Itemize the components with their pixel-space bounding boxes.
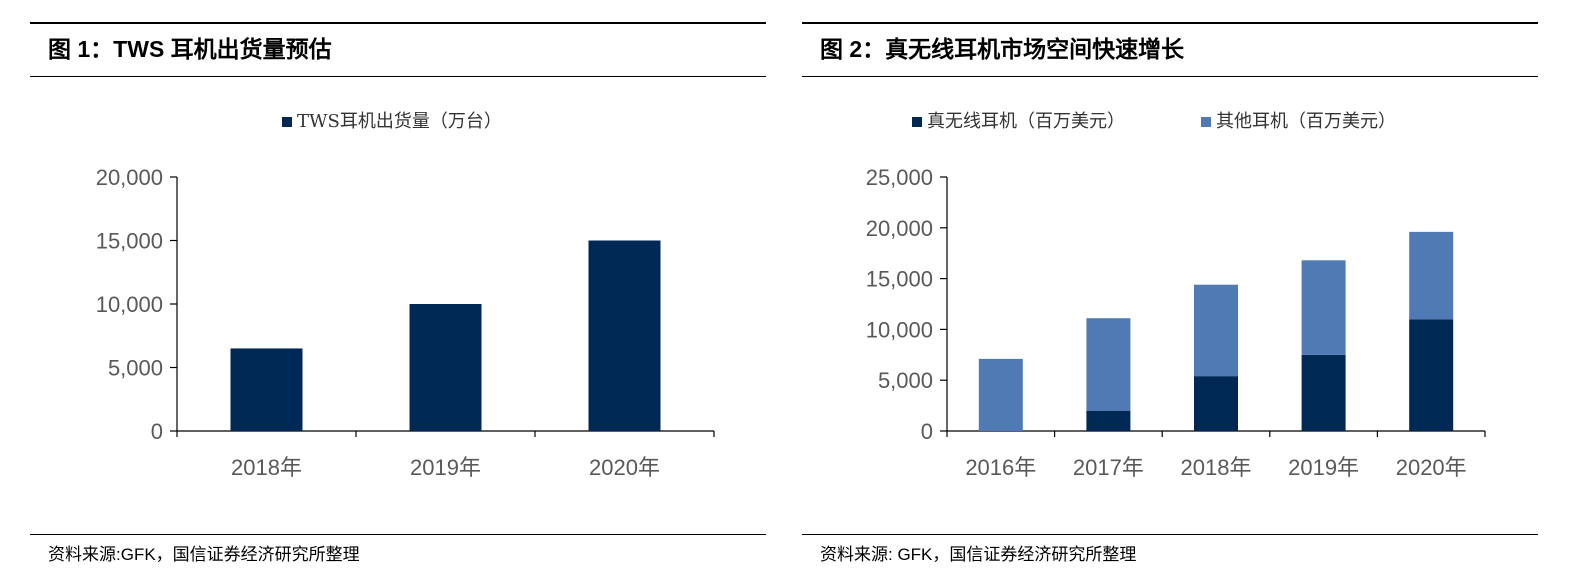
figure-2-title: 图 2：真无线耳机市场空间快速增长 [820, 36, 1185, 62]
bar [1194, 284, 1238, 377]
bar [1409, 231, 1454, 320]
y-tick-label: 10,000 [96, 292, 163, 317]
figure-1-title: 图 1：TWS 耳机出货量预估 [48, 36, 332, 62]
y-tick-label: 10,000 [866, 317, 933, 342]
legend-label: TWS耳机出货量（万台） [297, 111, 502, 132]
figure-2-chart: 真无线耳机（百万美元） 其他耳机（百万美元） 0 5,000 10,000 15,000 2… [866, 111, 1486, 480]
legend-swatch [1201, 117, 1211, 127]
y-tick-label: 5,000 [108, 356, 163, 381]
x-tick-label: 2020年 [1396, 455, 1467, 480]
source-rule [30, 534, 766, 535]
legend-item: 其他耳机（百万美元） [1201, 111, 1396, 132]
title-rule [30, 76, 766, 77]
legend-swatch [912, 117, 922, 127]
figure-1-panel: 图 1：TWS 耳机出货量预估 TWS耳机出货量（万台） 0 5,000 10,000… [30, 0, 766, 577]
bar [978, 358, 1023, 431]
legend-label: 其他耳机（百万美元） [1216, 111, 1396, 132]
bar [1086, 410, 1131, 431]
top-rule [30, 22, 766, 24]
bar [1301, 354, 1346, 431]
y-tick-label: 15,000 [96, 229, 163, 254]
x-tick-label: 2017年 [1073, 455, 1144, 480]
bar [409, 304, 482, 431]
legend-swatch [282, 117, 292, 127]
bar [588, 240, 661, 431]
y-tick-label: 0 [151, 419, 163, 444]
y-tick-label: 15,000 [866, 267, 933, 292]
y-tick-label: 5,000 [878, 368, 933, 393]
x-tick-label: 2019年 [410, 455, 481, 480]
source-rule [802, 534, 1538, 535]
figure-1-chart: TWS耳机出货量（万台） 0 5,000 10,000 15,000 20,000 2018… [96, 111, 715, 480]
y-tick-label: 20,000 [96, 165, 163, 190]
y-tick-label: 0 [921, 419, 933, 444]
bar [1194, 376, 1238, 431]
x-tick-label: 2018年 [231, 455, 302, 480]
legend-item: TWS耳机出货量（万台） [282, 111, 502, 132]
top-rule [802, 22, 1538, 24]
figure-2-source: 资料来源: GFK，国信证券经济研究所整理 [820, 545, 1137, 564]
bar [1301, 260, 1346, 355]
figure-1-source: 资料来源:GFK，国信证券经济研究所整理 [48, 545, 360, 564]
legend-item: 真无线耳机（百万美元） [912, 111, 1125, 132]
x-tick-label: 2020年 [589, 455, 660, 480]
title-rule [802, 76, 1538, 77]
bar [230, 348, 303, 431]
x-tick-label: 2016年 [965, 455, 1036, 480]
bar [1409, 319, 1454, 431]
bar [1086, 318, 1131, 411]
y-tick-label: 25,000 [866, 165, 933, 190]
y-tick-label: 20,000 [866, 216, 933, 241]
x-tick-label: 2018年 [1181, 455, 1252, 480]
x-tick-label: 2019年 [1288, 455, 1359, 480]
figure-2-panel: 图 2：真无线耳机市场空间快速增长 真无线耳机（百万美元） 其他耳机（百万美元） 0… [802, 0, 1538, 577]
legend-label: 真无线耳机（百万美元） [927, 111, 1125, 132]
